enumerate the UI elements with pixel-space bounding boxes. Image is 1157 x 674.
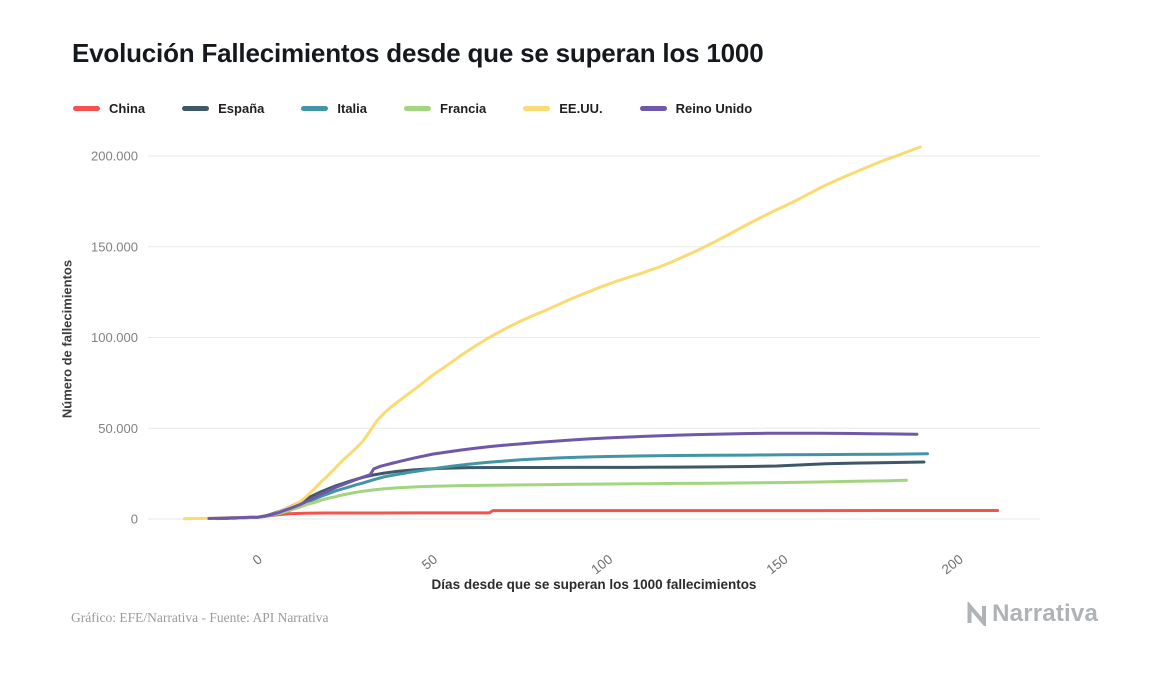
source-credit: Gráfico: EFE/Narrativa - Fuente: API Nar… — [71, 610, 329, 625]
legend-item-francia: Francia — [404, 101, 486, 116]
x-tick-label: 0 — [250, 552, 265, 568]
legend-label: Francia — [440, 101, 487, 116]
x-axis-label: Días desde que se superan los 1000 falle… — [431, 577, 757, 592]
legend-swatch-francia — [404, 106, 431, 111]
narrativa-logo: Narrativa — [965, 600, 1098, 628]
legend-item-china: China — [73, 101, 145, 116]
x-tick-label: 200 — [939, 552, 966, 578]
legend-swatch-italia — [301, 106, 329, 111]
legend-swatch-espana — [182, 106, 210, 111]
legend-label: Italia — [337, 101, 367, 116]
y-axis-label: Número de fallecimientos — [59, 259, 75, 419]
x-tick-label: 100 — [588, 552, 615, 578]
x-tick-label: 150 — [764, 552, 791, 578]
legend-label: Reino Unido — [675, 101, 753, 116]
legend: China España Italia Francia EE.UU. Reino Unid… — [73, 101, 752, 116]
chart-title: Evolución Fallecimientos desde que se su… — [72, 38, 764, 68]
legend-swatch-china — [73, 106, 100, 111]
legend-swatch-ee-uu — [523, 106, 551, 111]
y-tick-label: 50.000 — [98, 421, 138, 436]
legend-item-reino-unido: Reino Unido — [639, 101, 753, 116]
x-tick-label: 50 — [419, 552, 440, 573]
legend-item-ee-uu: EE.UU. — [523, 101, 603, 116]
y-tick-label: 100.000 — [91, 330, 138, 345]
legend-label: España — [218, 101, 265, 116]
series-line-ee-uu — [182, 145, 922, 521]
legend-label: China — [109, 101, 146, 116]
y-tick-label: 200.000 — [91, 149, 138, 164]
narrativa-logo-icon — [967, 602, 987, 626]
series-line-francia — [228, 478, 908, 520]
narrativa-logo-text: Narrativa — [992, 600, 1098, 627]
series-line-reino-unido — [207, 431, 919, 520]
legend-item-italia: Italia — [301, 101, 367, 116]
legend-label: EE.UU. — [559, 101, 603, 116]
series-line-china — [214, 509, 1000, 521]
y-tick-label: 150.000 — [91, 239, 138, 254]
legend-item-espana: España — [182, 101, 264, 116]
y-tick-label: 0 — [131, 512, 138, 527]
legend-swatch-reino-unido — [639, 106, 667, 111]
